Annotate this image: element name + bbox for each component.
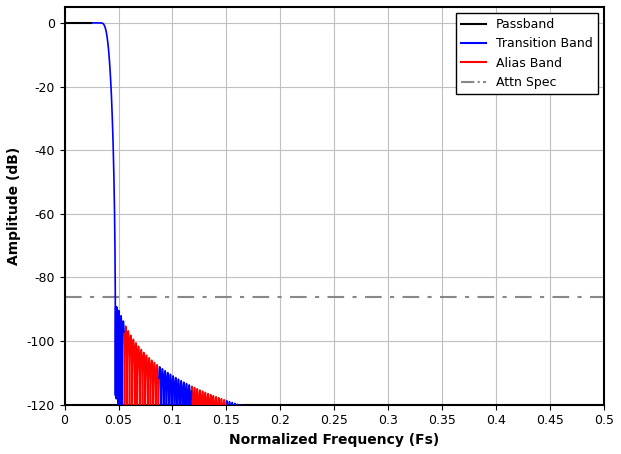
- X-axis label: Normalized Frequency (Fs): Normalized Frequency (Fs): [229, 433, 440, 447]
- Legend: Passband, Transition Band, Alias Band, Attn Spec: Passband, Transition Band, Alias Band, A…: [456, 13, 598, 94]
- Y-axis label: Amplitude (dB): Amplitude (dB): [7, 147, 21, 265]
